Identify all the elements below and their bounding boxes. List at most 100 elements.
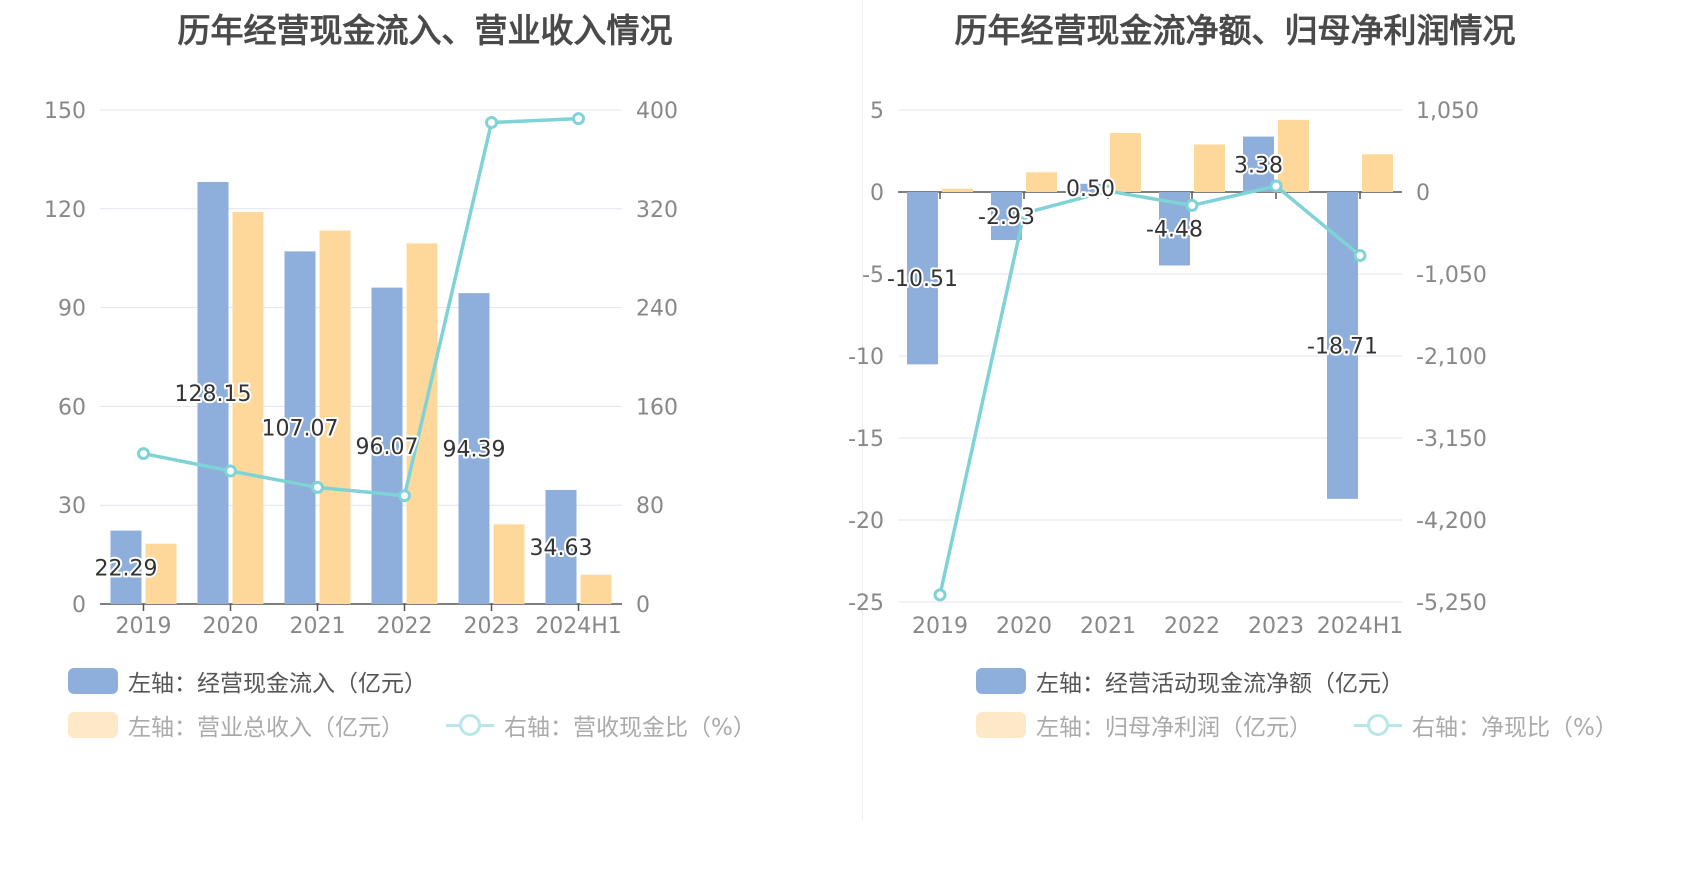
bar-primary <box>1075 183 1106 192</box>
ratio-point <box>1353 249 1367 263</box>
y-tick-left: 150 <box>44 99 86 124</box>
legend-item-net-profit[interactable]: 左轴：归母净利润（亿元） <box>976 708 1312 742</box>
y-tick-right: -1,050 <box>1416 263 1487 288</box>
y-tick-right: 240 <box>636 297 678 322</box>
chart-title-right: 历年经营现金流净额、归母净利润情况 <box>954 11 1516 50</box>
y-tick-right: -2,100 <box>1416 345 1487 370</box>
legend-swatch-blue-bar <box>68 668 118 694</box>
data-label: 128.15 <box>175 382 252 407</box>
legend-item-net-cash-ratio[interactable]: 右轴：净现比（%） <box>1354 708 1618 742</box>
legend-swatch-orange-bar <box>976 712 1026 738</box>
ratio-point <box>1017 206 1031 220</box>
y-tick-left: -5 <box>862 263 884 288</box>
legend-swatch-blue-bar <box>976 668 1026 694</box>
data-label: -4.48 <box>1146 218 1203 243</box>
legend-item-revenue-cash-ratio[interactable]: 右轴：营收现金比（%） <box>446 708 756 742</box>
y-tick-left: 0 <box>72 593 86 618</box>
data-label: 3.38 <box>1234 153 1283 178</box>
legend-line-marker-icon <box>446 712 494 738</box>
legend-item-cash-inflow[interactable]: 左轴：经营现金流入（亿元） <box>68 664 427 698</box>
y-tick-left: -15 <box>848 427 884 452</box>
data-label: 34.63 <box>530 536 593 561</box>
ratio-line <box>938 184 1362 596</box>
y-tick-right: 400 <box>636 99 678 124</box>
legend-label: 左轴：经营活动现金流净额（亿元） <box>1036 671 1404 697</box>
legend-item-net-cash-flow[interactable]: 左轴：经营活动现金流净额（亿元） <box>976 664 1404 698</box>
ratio-point <box>1269 179 1283 193</box>
y-tick-left: -25 <box>848 591 884 616</box>
x-tick-label: 2022 <box>377 614 433 639</box>
y-tick-right: 0 <box>1416 181 1430 206</box>
data-label: -10.51 <box>887 267 958 292</box>
data-label: 96.07 <box>356 435 419 460</box>
bar-primary <box>545 489 577 604</box>
bar-secondary <box>580 574 612 604</box>
x-tick-label: 2019 <box>912 614 968 639</box>
chart-right-plot: -25 -5,250-20 -4,200-15 -3,150-10 -2,100-5 -1… <box>848 99 1487 639</box>
data-label: -18.71 <box>1307 334 1378 359</box>
ratio-line <box>143 116 579 498</box>
chart-panel-right: 历年经营现金流净额、归母净利润情况 -25 -5,250 -20 -4,200 -15 -… <box>848 0 1700 874</box>
y-tick-right: 80 <box>636 494 664 519</box>
y-tick-left: 0 <box>870 181 884 206</box>
ratio-point <box>311 480 324 494</box>
bar-primary <box>284 251 316 604</box>
ratio-point <box>137 447 150 461</box>
y-tick-right: 0 <box>636 593 650 618</box>
x-tick-label: 2020 <box>203 614 259 639</box>
ratio-point <box>224 464 237 478</box>
legend-swatch-orange-bar <box>68 712 118 738</box>
bar-secondary <box>319 230 351 604</box>
bar-primary <box>110 530 142 604</box>
bar-secondary <box>1362 154 1393 192</box>
legend-item-revenue[interactable]: 左轴：营业总收入（亿元） <box>68 708 404 742</box>
bar-secondary <box>1026 172 1057 192</box>
y-tick-left: 5 <box>870 99 884 124</box>
ratio-point <box>485 115 498 129</box>
x-tick-label: 2021 <box>290 614 346 639</box>
ratio-point <box>1101 184 1115 198</box>
y-tick-right: 1,050 <box>1416 99 1479 124</box>
bar-primary <box>991 192 1022 241</box>
bar-secondary <box>232 212 264 605</box>
bar-primary <box>458 293 490 604</box>
y-tick-right: 320 <box>636 198 678 223</box>
y-tick-left: -20 <box>848 509 884 534</box>
bar-primary <box>907 192 938 365</box>
ratio-point <box>398 489 411 503</box>
bar-secondary <box>1110 132 1141 192</box>
legend-line-marker-icon <box>1354 712 1402 738</box>
x-tick-label: 2019 <box>116 614 172 639</box>
y-tick-left: -10 <box>848 345 884 370</box>
bar-primary <box>371 287 403 604</box>
chart-panel-left: 历年经营现金流入、营业收入情况 0 0 30 80 60 160 90 240 120 320 15… <box>44 11 756 742</box>
data-label: 107.07 <box>262 417 339 442</box>
x-tick-label: 2020 <box>996 614 1052 639</box>
y-tick-right: -4,200 <box>1416 509 1487 534</box>
data-label: 22.29 <box>95 556 158 581</box>
ratio-point <box>933 588 947 602</box>
x-tick-label: 2022 <box>1164 614 1220 639</box>
ratio-point <box>1185 198 1199 212</box>
y-tick-right: -5,250 <box>1416 591 1487 616</box>
data-label: 0.50 <box>1066 177 1115 202</box>
y-tick-right: 160 <box>636 395 678 420</box>
y-tick-left: 60 <box>58 395 86 420</box>
y-tick-right: -3,150 <box>1416 427 1487 452</box>
y-tick-left: 90 <box>58 297 86 322</box>
x-tick-label: 2024H1 <box>1317 614 1404 639</box>
x-tick-label: 2023 <box>1248 614 1304 639</box>
x-tick-label: 2023 <box>464 614 520 639</box>
panel-divider <box>862 0 863 820</box>
legend-label: 左轴：营业总收入（亿元） <box>128 715 404 741</box>
legend-label: 右轴：营收现金比（%） <box>504 715 756 741</box>
y-tick-left: 120 <box>44 198 86 223</box>
data-label: 94.39 <box>443 438 506 463</box>
bar-secondary <box>493 524 525 604</box>
data-label: -2.93 <box>978 205 1035 230</box>
bar-secondary <box>942 188 973 192</box>
legend-label: 左轴：归母净利润（亿元） <box>1036 715 1312 741</box>
x-tick-label: 2021 <box>1080 614 1136 639</box>
bar-primary <box>197 181 229 604</box>
chart-title-left: 历年经营现金流入、营业收入情况 <box>177 11 673 50</box>
